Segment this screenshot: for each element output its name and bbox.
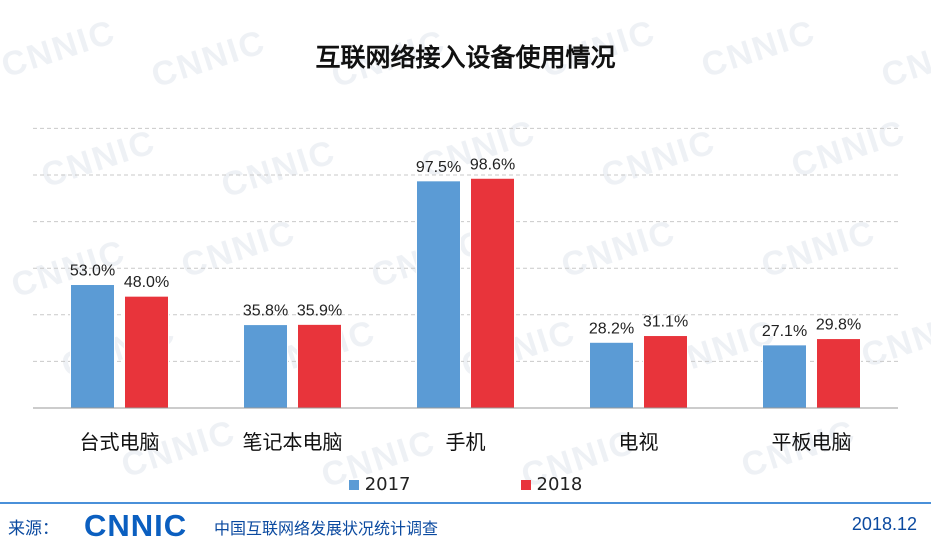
data-label-2018-0: 48.0% — [124, 274, 169, 291]
bar-2017-4 — [762, 344, 807, 409]
source-label: 来源： — [8, 519, 59, 539]
data-label-2018-4: 29.8% — [816, 317, 861, 334]
category-label-0: 台式电脑 — [80, 430, 160, 454]
footer: 来源： CNNIC 中国互联网络发展状况统计调查 2018.12 — [0, 508, 931, 543]
category-label-2: 手机 — [446, 430, 486, 454]
data-label-2017-0: 53.0% — [70, 263, 115, 280]
legend-item-2017: 2017 — [348, 474, 411, 495]
report-date: 2018.12 — [851, 514, 917, 534]
chart-title: 互联网络接入设备使用情况 — [315, 43, 616, 72]
bars — [70, 177, 861, 409]
bar-2018-2 — [470, 177, 515, 409]
bar-2017-2 — [416, 180, 461, 409]
category-label-3: 电视 — [619, 430, 659, 454]
legend-swatch-2017 — [348, 479, 359, 490]
bar-2018-3 — [643, 335, 688, 409]
data-label-2017-1: 35.8% — [243, 303, 288, 320]
data-label-2018-3: 31.1% — [643, 314, 688, 331]
legend-swatch-2018 — [520, 479, 531, 490]
category-labels: 台式电脑 笔记本电脑 手机 电视 平板电脑 — [80, 430, 852, 454]
data-labels: 53.0% 48.0% 35.8% 35.9% 97.5% 98.6% 28.2% 31.1%… — [70, 156, 861, 340]
footer-divider — [0, 502, 931, 504]
cnnic-logo: CNNIC — [84, 508, 188, 543]
category-label-1: 笔记本电脑 — [243, 430, 343, 454]
legend-label-2017: 2017 — [364, 474, 411, 495]
legend-label-2018: 2018 — [536, 474, 583, 495]
bar-2017-0 — [70, 284, 115, 409]
data-label-2017-3: 28.2% — [589, 320, 634, 337]
bar-2017-1 — [243, 324, 288, 409]
bar-2018-4 — [816, 338, 861, 409]
data-label-2018-1: 35.9% — [297, 302, 342, 319]
legend-item-2018: 2018 — [520, 474, 583, 495]
data-label-2018-2: 98.6% — [470, 156, 515, 173]
bar-2018-0 — [124, 295, 169, 409]
bar-2017-3 — [589, 341, 634, 409]
legend: 2017 2018 — [0, 474, 931, 495]
org-name: 中国互联网络发展状况统计调查 — [214, 519, 439, 538]
data-label-2017-2: 97.5% — [416, 159, 461, 176]
bar-2018-1 — [297, 323, 342, 409]
data-label-2017-4: 27.1% — [762, 323, 807, 340]
category-label-4: 平板电脑 — [772, 430, 852, 454]
